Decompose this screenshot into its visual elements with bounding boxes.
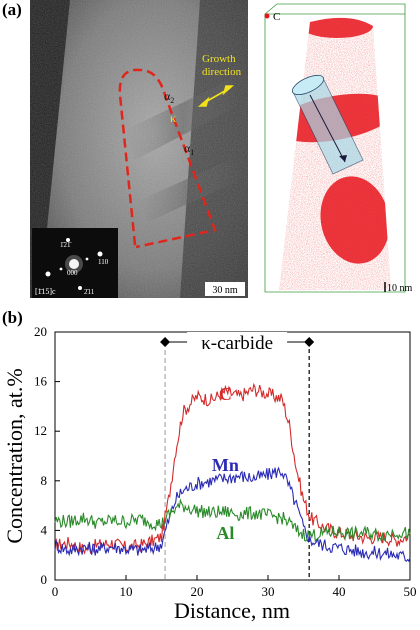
tem-micrograph: Growth direction α2 κ α1 1̄21̄ 110 000 2… <box>30 0 248 298</box>
svg-text:30 nm: 30 nm <box>212 285 238 296</box>
diffraction-spot-top: 1̄21̄ <box>60 241 73 249</box>
series-line-al <box>54 498 411 544</box>
diffraction-pattern-inset: 1̄21̄ 110 000 2̄11 [1̄15]c <box>32 228 118 298</box>
bracket-diamond-right <box>304 337 315 347</box>
y-tick-label: 4 <box>41 522 48 537</box>
apt-atom-map: C 10 nm <box>264 3 413 294</box>
kappa-carbide-outline <box>118 68 217 249</box>
phase-alpha2-label: α2 <box>164 89 174 105</box>
y-tick-label: 8 <box>41 473 48 488</box>
apt-reconstruction: C 10 nm <box>255 0 415 300</box>
diffraction-spot-right: 110 <box>98 258 109 266</box>
diffraction-spot-center: 000 <box>67 269 78 277</box>
y-tick-label: 12 <box>34 423 47 438</box>
annotation-bg <box>187 332 288 352</box>
phase-alpha1-label: α1 <box>184 141 194 157</box>
growth-label-line2: direction <box>202 66 242 78</box>
tem-scale-bar: 30 nm <box>205 282 245 296</box>
x-tick-label: 30 <box>262 584 275 599</box>
panel-b-label: (b) <box>2 308 23 327</box>
apt-legend-label: C <box>273 11 280 23</box>
svg-text:10 nm: 10 nm <box>387 283 413 294</box>
phase-kappa-label: κ <box>170 111 176 125</box>
x-axis-label: Distance, nm <box>174 598 290 623</box>
x-tick-label: 40 <box>333 584 346 599</box>
x-tick-label: 20 <box>191 584 204 599</box>
y-tick-label: 20 <box>34 324 47 339</box>
kappa-carbide-annotation: κ-carbide <box>201 333 273 354</box>
bracket-diamond-left <box>160 337 171 347</box>
concentration-profile-chart: 0 10 20 30 40 50 0 4 8 12 16 20 κ-carbide C Mn Al Co… <box>0 300 420 625</box>
tem-image: Growth direction α2 κ α1 1̄21̄ 110 000 2… <box>30 0 248 298</box>
zone-axis-label: [1̄15]c <box>35 287 56 296</box>
y-tick-label: 16 <box>34 374 48 389</box>
x-tick-label: 50 <box>404 584 417 599</box>
diffraction-spot-bottom: 2̄11 <box>84 288 95 296</box>
legend-dot <box>264 13 270 19</box>
series-label-mn: Mn <box>212 455 239 475</box>
panel-a-label: (a) <box>2 0 22 19</box>
series-label-al: Al <box>216 523 234 543</box>
apt-scale-bar: 10 nm <box>384 282 413 294</box>
x-tick-label: 0 <box>52 584 59 599</box>
series-line-mn <box>54 466 411 563</box>
x-tick-label: 10 <box>120 584 133 599</box>
apt-analysis-cylinder <box>291 75 364 175</box>
growth-label-line1: Growth <box>202 53 236 65</box>
series-label-c: C <box>219 384 232 404</box>
growth-direction-arrow <box>197 85 235 107</box>
y-axis-label: Concentration, at.% <box>2 368 27 543</box>
y-tick-label: 0 <box>41 572 48 587</box>
